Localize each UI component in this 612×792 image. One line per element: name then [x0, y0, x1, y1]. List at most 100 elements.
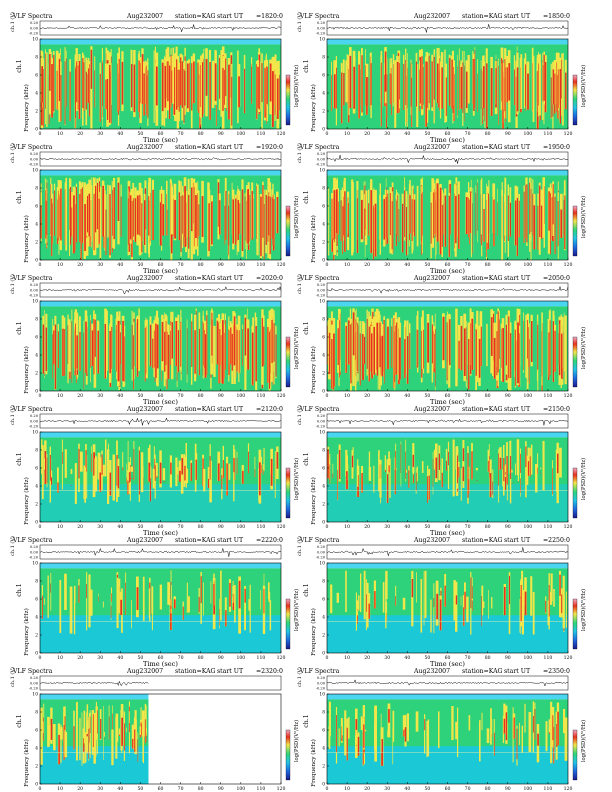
panel-ut-value: =2350:0	[543, 668, 570, 675]
panel-station: station=KAG	[175, 406, 216, 413]
spectrogram-streak-red	[127, 480, 129, 495]
spectrogram-streak-red	[191, 63, 193, 111]
y-tick-label: 6	[35, 205, 38, 210]
spectrogram-streak-red	[516, 728, 518, 760]
spectrogram-streak-red	[368, 203, 370, 236]
x-tick-label: 30	[97, 524, 103, 530]
spectrogram-streak-yellow	[520, 54, 523, 109]
spectrogram-streak-red	[247, 189, 249, 244]
spectrogram-streak-yellow	[360, 716, 363, 730]
spectrogram-streak-red	[362, 334, 364, 381]
spectrogram-streak-red	[131, 64, 133, 108]
spectrogram-streak-red	[87, 74, 88, 104]
spectrogram-streak-yellow	[115, 716, 118, 759]
spectrogram-streak-yellow	[453, 580, 456, 621]
spectrogram-streak-red	[244, 196, 246, 241]
y-tick-label: 2	[35, 765, 38, 770]
spectrogram-streak-yellow	[475, 467, 478, 471]
spectrogram-streak-yellow	[234, 585, 236, 623]
spectrogram-streak-yellow	[406, 469, 408, 473]
spectrogram-streak-red	[548, 191, 551, 231]
spectrogram-streak-yellow	[519, 599, 521, 633]
x-tick-label: 110	[257, 262, 266, 268]
colorbar	[572, 467, 578, 519]
spectrogram-streak-red	[83, 62, 85, 110]
spectrogram-streak-yellow	[501, 182, 503, 257]
x-tick-label: 40	[404, 262, 410, 268]
x-tick-label: 40	[117, 524, 123, 530]
spectrogram-streak-red	[224, 332, 225, 379]
spectrogram-streak-red	[489, 455, 490, 478]
spectrogram-streak-yellow	[107, 184, 109, 238]
y-tick-label: 2	[322, 634, 325, 639]
spectrogram-streak-red	[460, 67, 463, 109]
spectrogram-streak-red	[480, 68, 482, 109]
panel-date: Aug232007	[413, 406, 450, 413]
spectrogram-streak-red	[506, 456, 508, 484]
x-tick-label: 10	[344, 262, 350, 268]
spectrogram-quiet-band	[327, 484, 568, 522]
panel-ut-value: =2320:0	[256, 668, 283, 675]
spectrogram-streak-red	[76, 335, 78, 369]
spectrogram-streak-yellow	[380, 713, 382, 753]
spectrogram-streak-red	[124, 723, 125, 751]
spectrogram-streak-yellow	[486, 323, 488, 367]
spectrogram-streak-yellow	[455, 308, 458, 387]
spectrogram-streak-red	[228, 64, 230, 120]
spectrogram-streak-red	[446, 322, 448, 381]
spectrogram-streak-red	[257, 66, 259, 108]
spectrogram-streak-yellow	[538, 54, 541, 116]
spectrogram-streak-red	[64, 329, 66, 376]
waveform-frame	[39, 20, 282, 36]
spectrogram-streak-red	[348, 203, 349, 234]
y-tick-label: 6	[322, 467, 325, 472]
panel-station: station=KAG	[462, 144, 503, 151]
x-tick-label: 120	[277, 131, 286, 137]
spectrogram-streak-red	[503, 718, 506, 734]
spectrogram-streak-red	[502, 328, 504, 382]
chart-panel-6: VLF Spectra Aug232007 station=KAG start UT =…	[296, 274, 587, 406]
spectrogram-streak-red	[45, 200, 47, 239]
spectrogram-streak-red	[376, 322, 379, 370]
colorbar-label: log(PSD)(V²/Hz)	[293, 196, 300, 238]
spectrogram-streak-red	[558, 320, 561, 376]
spectrogram-streak-red	[180, 321, 182, 367]
spectrogram-streak-red	[387, 474, 389, 503]
y-tick-label: 0	[35, 128, 38, 133]
spectrogram-streak-yellow	[104, 732, 105, 737]
spectrogram-top-band	[327, 301, 568, 307]
x-tick-label: 70	[465, 524, 471, 530]
y-tick-label: 10	[319, 169, 325, 174]
spectrogram-streak-yellow	[490, 708, 492, 745]
spectrogram-streak-red	[388, 465, 390, 473]
spectrogram-streak-yellow	[228, 463, 231, 480]
spectrogram-streak-red	[251, 332, 254, 385]
spectrogram-streak-yellow	[385, 580, 387, 629]
spectrogram-streak-red	[90, 49, 93, 89]
spectrogram-streak-red	[458, 466, 460, 478]
spectrogram-streak-red	[109, 64, 111, 123]
x-tick-label: 50	[137, 262, 143, 268]
spectrogram-streak-red	[389, 73, 391, 104]
spectrogram-streak-red	[423, 329, 424, 369]
spectrogram-streak-red	[58, 58, 61, 102]
spectrogram-streak-red	[427, 322, 429, 363]
spectrogram-streak-red	[388, 709, 390, 723]
x-tick-label: 120	[564, 262, 573, 268]
spectrogram-streak-red	[236, 457, 238, 475]
spectrogram	[39, 562, 282, 654]
y-tick-label: 6	[322, 74, 325, 79]
y-tick-label: 8	[322, 711, 325, 716]
panel-ut-value: =2020:0	[256, 275, 283, 282]
spectrogram-streak-red	[540, 205, 543, 239]
spectrogram-streak-red	[228, 194, 230, 246]
spectrogram-streak-yellow	[268, 582, 270, 600]
spectrogram-streak-yellow	[84, 732, 87, 763]
spectrogram-streak-red	[527, 73, 529, 110]
chart-panel-12: VLF Spectra Aug232007 station=KAG start UT =…	[296, 667, 587, 792]
spectrogram-streak-red	[209, 455, 211, 480]
waveform-frame	[39, 675, 282, 691]
spectrogram-streak-yellow	[89, 710, 91, 759]
spectrogram-streak-red	[122, 320, 124, 382]
spectrogram-streak-red	[405, 60, 407, 105]
